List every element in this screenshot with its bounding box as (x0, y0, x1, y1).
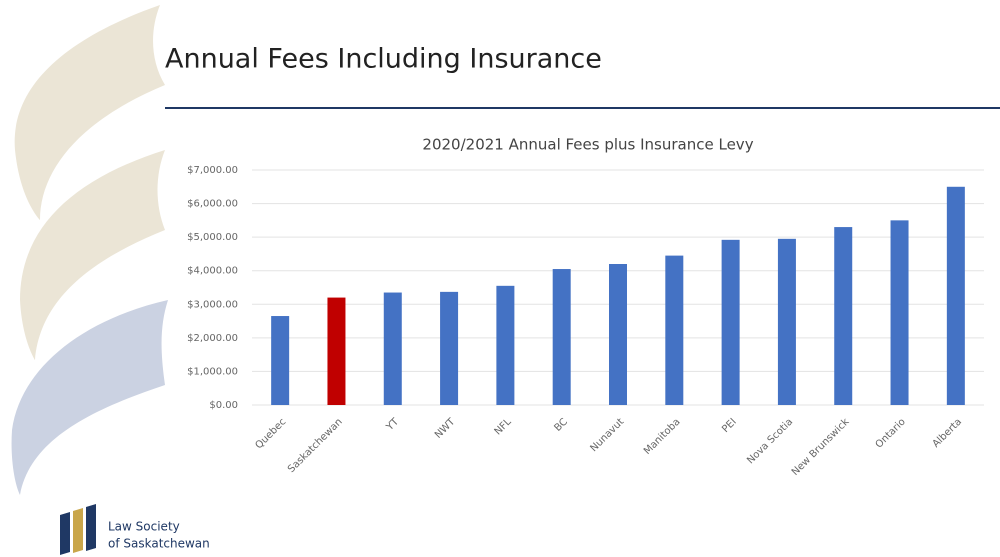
bar (609, 264, 627, 405)
y-tick-label: $3,000.00 (187, 299, 238, 310)
logo-icon (73, 508, 83, 553)
x-tick-label: New Brunswick (790, 416, 852, 478)
chart-title: 2020/2021 Annual Fees plus Insurance Lev… (422, 136, 753, 154)
logo-text: Law Society (108, 520, 180, 534)
y-tick-label: $1,000.00 (187, 366, 238, 377)
bar (552, 269, 571, 405)
bar (834, 227, 853, 405)
x-tick-label: Quebec (253, 416, 288, 451)
y-tick-label: $7,000.00 (187, 165, 238, 176)
bar (496, 285, 515, 405)
bar (271, 316, 290, 405)
x-tick-label: NFL (493, 416, 514, 437)
decor-leaf (11, 300, 168, 495)
y-tick-label: $6,000.00 (187, 199, 238, 210)
logo-icon (86, 504, 96, 551)
x-tick-label: Nova Scotia (745, 416, 795, 466)
x-tick-label: NWT (433, 416, 458, 441)
bar (665, 255, 684, 405)
x-tick-label: Nunavut (588, 416, 626, 454)
logo: Law Society of Saskatchewan (60, 504, 210, 555)
bar (890, 220, 909, 405)
y-tick-label: $4,000.00 (187, 266, 238, 277)
y-tick-label: $0.00 (209, 400, 238, 411)
logo-icon (60, 512, 70, 555)
x-tick-label: Ontario (874, 416, 908, 450)
decor-leaf (20, 150, 165, 360)
slide-title: Annual Fees Including Insurance (165, 44, 602, 75)
bar (777, 238, 796, 405)
x-tick-label: YT (384, 416, 402, 434)
x-tick-label: BC (552, 416, 569, 433)
bar (946, 186, 965, 405)
bar (383, 292, 402, 405)
x-tick-label: Saskatchewan (286, 416, 345, 475)
bar (721, 239, 740, 405)
bar (440, 291, 459, 405)
x-tick-label: PEI (720, 416, 739, 435)
decor-leaf (14, 5, 165, 220)
x-tick-label: Manitoba (642, 416, 683, 457)
y-tick-label: $2,000.00 (187, 333, 238, 344)
bar (327, 297, 346, 405)
y-tick-label: $5,000.00 (187, 232, 238, 243)
logo-text: of Saskatchewan (108, 537, 210, 551)
x-tick-label: Alberta (931, 416, 964, 449)
